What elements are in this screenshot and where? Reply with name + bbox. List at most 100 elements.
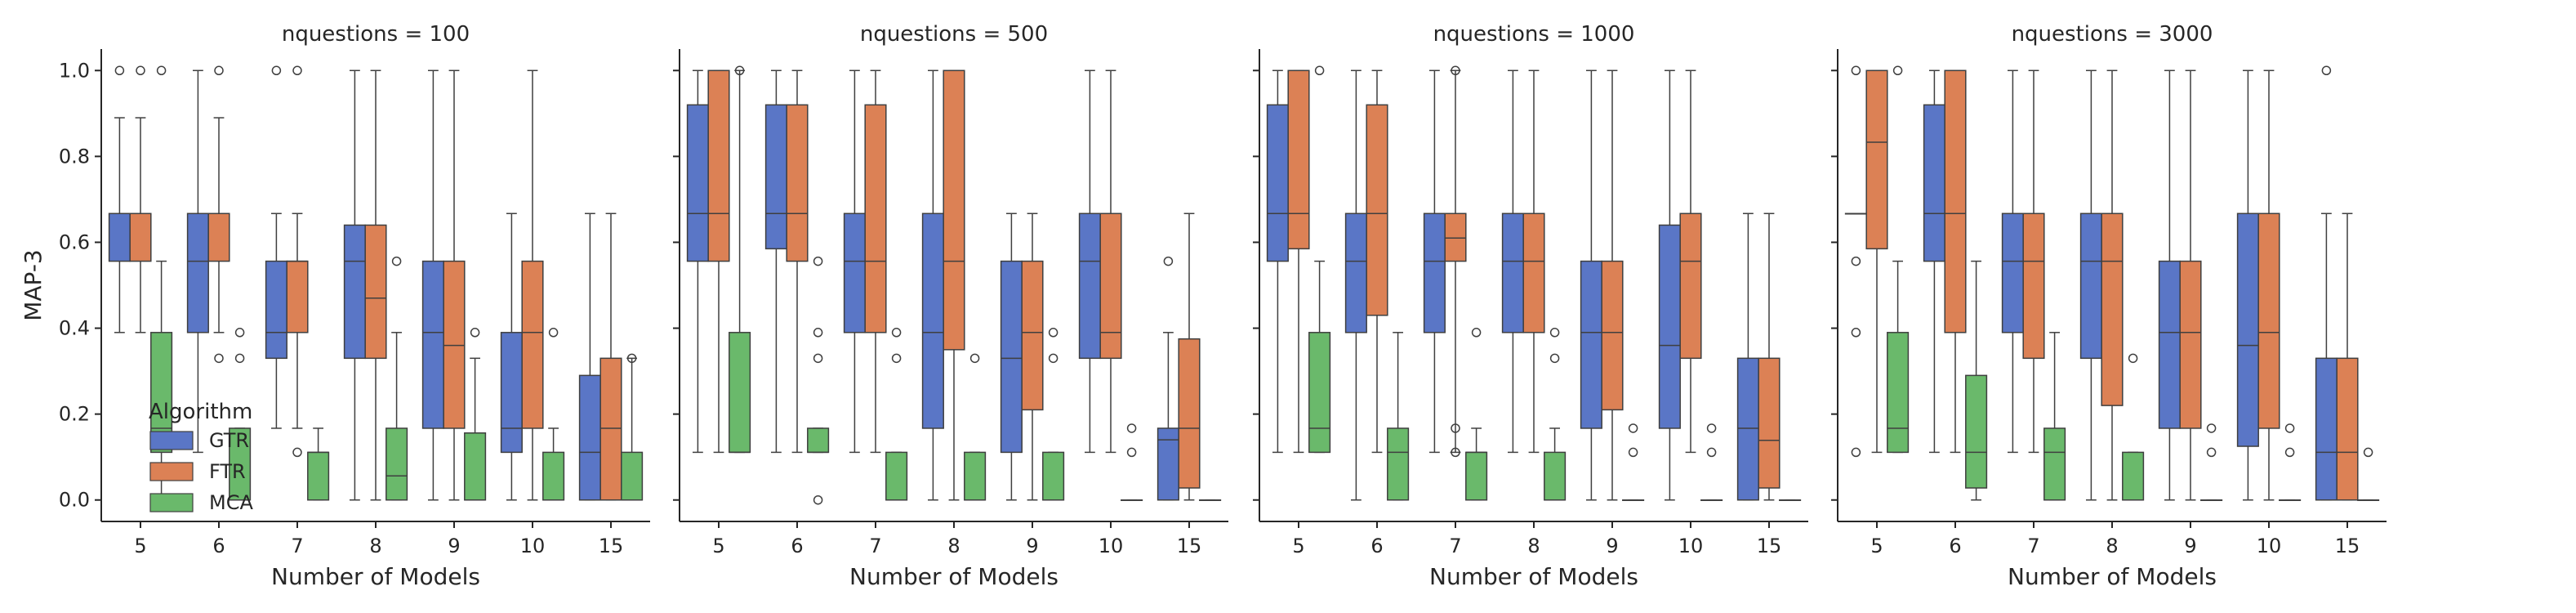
outlier-point [292,447,302,458]
x-axis-label: Number of Models [849,563,1058,590]
x-tick-label: 10 [1678,535,1704,557]
box-body [1287,69,1310,250]
box-mca [1308,65,1331,454]
box-mca [964,353,987,501]
box-gtr [1000,213,1023,501]
box-body [207,213,230,262]
box-gtr [764,69,787,454]
legend: Algorithm GTR FTR MCA [149,400,253,514]
box-ftr [1178,213,1201,501]
outlier-point [891,353,902,364]
box-mca [1965,260,1988,501]
box-body [1021,260,1044,411]
box-body [1923,104,1945,262]
box-body [729,332,751,454]
box-ftr [364,69,387,501]
box-mca [885,328,908,501]
box-body [108,213,131,262]
outlier-point [2284,447,2295,458]
box-body [1366,104,1388,316]
panel-title: nquestions = 1000 [1433,22,1635,47]
box-body [1865,69,1888,250]
box-mca [1042,328,1065,501]
outlier-point [2128,353,2138,364]
box-body [2043,427,2066,501]
box-ftr [1021,213,1044,501]
panel-1: nquestions = 100 0.0 0.2 0.4 0.6 0.8 1.0 5 6 7 8 9 1… [59,22,650,590]
box-mca [1544,328,1567,501]
box-body [1387,427,1410,501]
box-body [1042,451,1065,501]
box-body [2236,213,2259,447]
y-tick-label: 0.8 [59,145,90,168]
box-ftr [1366,69,1388,454]
outlier-point [734,65,745,76]
box-gtr [843,69,866,454]
outlier-point [156,65,167,76]
box-gtr [186,69,209,454]
outlier-point [1851,65,1861,76]
x-tick-label: 8 [369,535,381,557]
box-body [386,427,408,501]
x-tick-label: 10 [520,535,546,557]
outlier-point [1126,447,1137,458]
box-body [1736,357,1759,501]
outlier-point [114,65,125,76]
box-ftr [521,69,544,501]
box-body [2101,213,2124,406]
box-body [2079,213,2102,360]
box-body [2022,213,2045,360]
box-ftr [1099,69,1122,454]
box-body [599,357,622,501]
box-mca [2357,447,2380,501]
outlier-point [1549,328,1560,338]
x-tick-label: 7 [2027,535,2039,557]
x-tick-label: 15 [1757,535,1782,557]
box-ftr [786,69,809,454]
box-body [2122,451,2145,501]
box-body [764,104,787,250]
box-body [921,213,944,429]
outlier-point [136,65,145,76]
box-body [807,427,830,454]
box-gtr [2001,69,2024,454]
outlier-point [1706,423,1717,433]
x-tick-label: 7 [1449,535,1461,557]
outlier-point [234,328,245,338]
x-tick-label: 9 [1026,535,1038,557]
box-mca [386,256,408,501]
box-gtr [1078,69,1101,454]
box-body [2257,213,2280,429]
box-body [1078,213,1101,360]
box-body [1965,374,1988,489]
box-body [286,260,309,333]
x-tick-label: 8 [1527,535,1540,557]
box-body [686,104,709,262]
outlier-point [1163,256,1174,266]
box-mca [2122,353,2145,501]
box-ftr [129,65,152,333]
box-body [521,260,544,429]
box-ftr [1601,69,1624,501]
outlier-point [1549,353,1560,364]
outlier-point [214,65,224,76]
box-mca [1199,499,1222,501]
box-gtr [1157,256,1179,501]
x-tick-label: 8 [2106,535,2118,557]
box-mca [464,328,487,501]
outlier-point [2321,65,2332,76]
box-body [864,104,887,333]
box-mca [1779,499,1802,501]
box-mca [307,427,330,501]
outlier-point [1706,447,1717,458]
box-ftr [1865,69,1888,454]
box-gtr [108,65,131,333]
box-ftr [207,65,230,364]
box-ftr [286,65,309,458]
box-body [421,260,444,429]
x-tick-label: 15 [1177,535,1202,557]
box-gtr [1844,65,1867,458]
box-mca [1622,423,1645,501]
box-gtr [1266,69,1289,454]
box-gtr [1423,69,1446,454]
